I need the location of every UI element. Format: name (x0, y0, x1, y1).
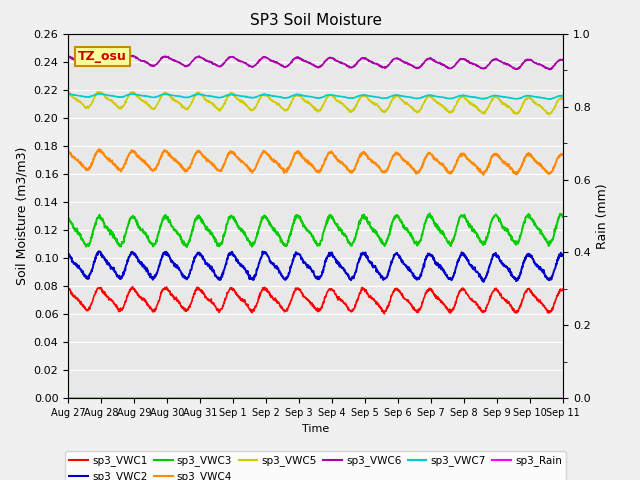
Line: sp3_VWC4: sp3_VWC4 (68, 149, 596, 175)
sp3_VWC1 (129, 284, 136, 289)
sp3_Rain (456, 396, 464, 401)
sp3_VWC1 (380, 311, 388, 317)
sp3_VWC5 (147, 104, 155, 110)
sp3_VWC5 (534, 102, 542, 108)
sp3_VWC1 (457, 288, 465, 294)
sp3_VWC2 (95, 248, 102, 254)
sp3_VWC4 (586, 158, 594, 164)
sp3_VWC3 (319, 234, 326, 240)
sp3_VWC2 (457, 253, 465, 259)
sp3_Rain (534, 396, 541, 401)
sp3_VWC6 (147, 63, 155, 69)
Line: sp3_VWC6: sp3_VWC6 (68, 55, 596, 70)
sp3_VWC2 (319, 269, 326, 275)
sp3_VWC6 (319, 62, 326, 68)
sp3_VWC7 (147, 94, 155, 100)
sp3_VWC6 (308, 62, 316, 68)
sp3_VWC5 (308, 103, 316, 109)
sp3_VWC5 (64, 89, 72, 95)
sp3_VWC7 (534, 94, 542, 100)
sp3_VWC7 (97, 91, 104, 96)
sp3_VWC2 (534, 263, 542, 268)
Title: SP3 Soil Moisture: SP3 Soil Moisture (250, 13, 381, 28)
sp3_VWC6 (586, 59, 594, 65)
Legend: sp3_VWC1, sp3_VWC2, sp3_VWC3, sp3_VWC4, sp3_VWC5, sp3_VWC6, sp3_VWC7, sp3_Rain: sp3_VWC1, sp3_VWC2, sp3_VWC3, sp3_VWC4, … (65, 451, 566, 480)
sp3_VWC6 (64, 53, 72, 59)
Y-axis label: Rain (mm): Rain (mm) (596, 183, 609, 249)
sp3_VWC5 (93, 89, 101, 95)
sp3_VWC2 (578, 279, 586, 285)
sp3_VWC2 (308, 268, 316, 274)
sp3_VWC7 (586, 94, 594, 100)
sp3_VWC3 (147, 240, 154, 246)
sp3_VWC7 (319, 94, 326, 100)
sp3_VWC7 (308, 94, 316, 100)
sp3_VWC5 (319, 104, 326, 109)
sp3_VWC3 (308, 234, 316, 240)
sp3_VWC4 (479, 172, 487, 178)
Y-axis label: Soil Moisture (m3/m3): Soil Moisture (m3/m3) (15, 147, 28, 285)
sp3_VWC5 (586, 100, 594, 106)
sp3_VWC3 (590, 210, 598, 216)
sp3_VWC3 (183, 244, 191, 250)
sp3_Rain (593, 396, 600, 401)
sp3_Rain (147, 396, 154, 401)
sp3_VWC2 (586, 259, 594, 264)
X-axis label: Time: Time (302, 424, 330, 433)
Line: sp3_VWC7: sp3_VWC7 (68, 94, 596, 99)
sp3_VWC7 (457, 93, 465, 98)
sp3_VWC3 (457, 213, 465, 219)
Line: sp3_VWC2: sp3_VWC2 (68, 251, 596, 282)
sp3_VWC5 (579, 112, 586, 118)
sp3_VWC1 (586, 292, 594, 298)
sp3_VWC3 (534, 227, 542, 232)
sp3_VWC4 (147, 167, 155, 173)
sp3_VWC7 (593, 93, 600, 99)
sp3_VWC1 (64, 285, 72, 290)
sp3_VWC1 (308, 303, 316, 309)
sp3_VWC2 (64, 251, 72, 256)
sp3_VWC4 (64, 148, 72, 154)
sp3_VWC1 (534, 299, 542, 304)
sp3_VWC2 (593, 252, 600, 258)
sp3_VWC4 (319, 163, 326, 169)
sp3_Rain (64, 396, 72, 401)
sp3_VWC5 (593, 96, 600, 102)
Line: sp3_VWC1: sp3_VWC1 (68, 287, 596, 314)
sp3_VWC5 (457, 95, 465, 100)
sp3_VWC4 (308, 164, 316, 169)
sp3_VWC3 (593, 212, 600, 217)
sp3_VWC6 (534, 61, 542, 67)
sp3_VWC1 (319, 302, 326, 308)
sp3_VWC4 (593, 154, 600, 160)
sp3_Rain (308, 396, 316, 401)
sp3_Rain (318, 396, 326, 401)
sp3_VWC4 (457, 151, 465, 156)
sp3_VWC1 (147, 306, 155, 312)
sp3_VWC1 (593, 287, 600, 293)
sp3_VWC3 (586, 220, 593, 226)
sp3_VWC4 (95, 146, 102, 152)
Line: sp3_VWC5: sp3_VWC5 (68, 92, 596, 115)
sp3_VWC2 (147, 275, 155, 280)
Text: TZ_osu: TZ_osu (78, 50, 127, 63)
sp3_VWC7 (64, 91, 72, 97)
sp3_VWC6 (593, 58, 600, 64)
sp3_VWC6 (457, 56, 465, 62)
sp3_Rain (586, 396, 593, 401)
sp3_VWC6 (95, 52, 103, 58)
sp3_VWC3 (64, 214, 72, 220)
sp3_VWC7 (578, 96, 586, 102)
Line: sp3_VWC3: sp3_VWC3 (68, 213, 596, 247)
sp3_VWC6 (579, 67, 587, 72)
sp3_VWC4 (534, 160, 542, 166)
